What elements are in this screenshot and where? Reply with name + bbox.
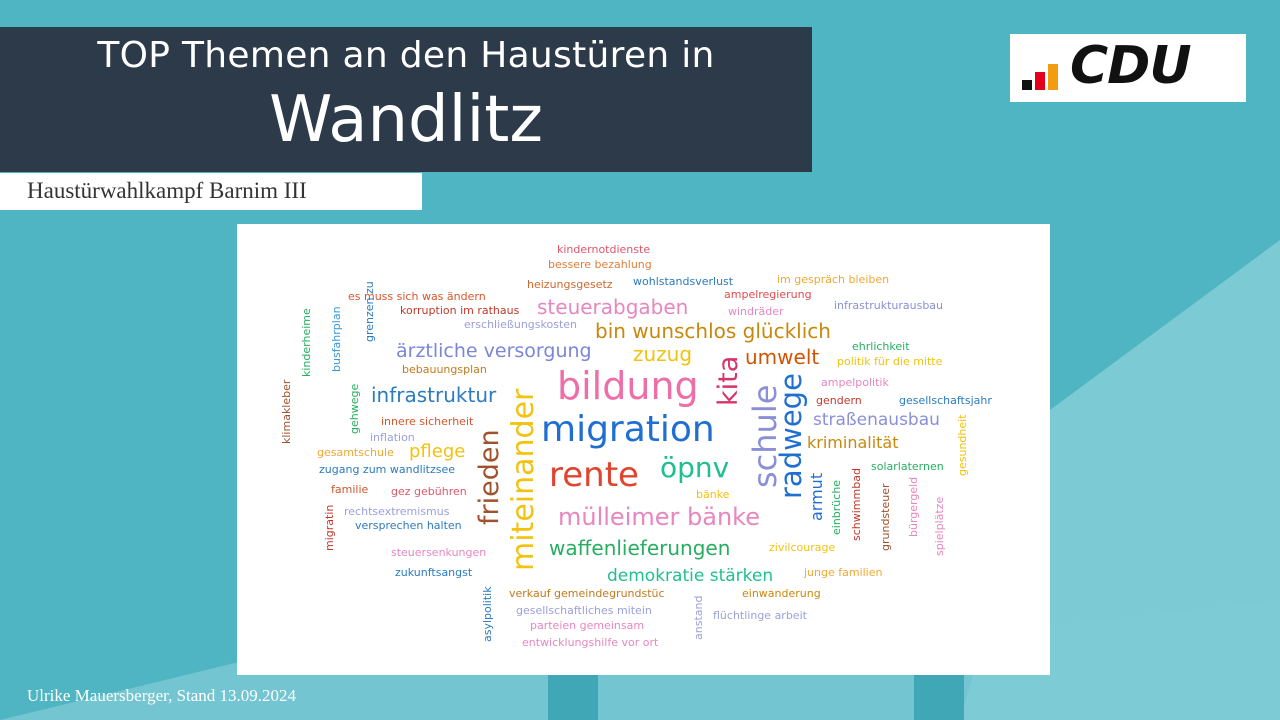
cloud-word-es-muss-sich-was-aendern: es muss sich was ändern (348, 290, 486, 303)
cloud-word-kita: kita (713, 355, 744, 406)
cloud-word-umwelt: umwelt (745, 345, 820, 369)
cloud-word-parteien-gemeinsam: parteien gemeinsam (530, 619, 645, 632)
cloud-word-wohlstandsverlust: wohlstandsverlust (633, 275, 734, 288)
cloud-word-bildung: bildung (557, 364, 699, 408)
cloud-word-steuerabgaben: steuerabgaben (537, 295, 689, 319)
logo-bar-black (1022, 80, 1032, 90)
cloud-word-gendern: gendern (816, 394, 862, 407)
cloud-word-kriminalitaet: kriminalität (807, 433, 899, 452)
cloud-word-rechtsextremismus: rechtsextremismus (344, 505, 450, 518)
cloud-word-radwege: radwege (774, 373, 808, 499)
cloud-word-spielplaetze: spielplätze (933, 496, 946, 556)
cloud-word-aerztliche-versorgung: ärztliche versorgung (396, 340, 592, 362)
cloud-word-ehrlichkeit: ehrlichkeit (852, 340, 910, 353)
cloud-word-baenke: bänke (696, 488, 730, 501)
cloud-word-pflege: pflege (409, 441, 466, 462)
cloud-word-strassenausbau: straßenausbau (813, 410, 940, 430)
cloud-word-armut: armut (807, 472, 826, 521)
cloud-word-demokratie-staerken: demokratie stärken (607, 566, 774, 586)
slide-title-location: Wandlitz (269, 83, 543, 157)
cloud-word-infrastruktur: infrastruktur (371, 383, 497, 407)
cloud-word-gesamtschule: gesamtschule (317, 446, 394, 459)
cloud-word-bin-wunschlos-gluecklich: bin wunschlos glücklich (595, 319, 831, 343)
cloud-word-entwicklungshilfe-vor-ort: entwicklungshilfe vor ort (522, 636, 659, 649)
cloud-word-solarlaternen: solarlaternen (871, 460, 944, 473)
cloud-word-migration: migration (541, 409, 715, 450)
cloud-word-gehwege: gehwege (348, 383, 361, 434)
cloud-word-klimakleber: klimakleber (280, 379, 293, 444)
cloud-word-im-gespraech-bleiben: im gespräch bleiben (777, 273, 890, 286)
logo-bar-red (1035, 72, 1045, 90)
subtitle-banner: Haustürwahlkampf Barnim III (0, 173, 422, 210)
slide-footer: Ulrike Mauersberger, Stand 13.09.2024 (27, 686, 297, 705)
cloud-word-infrastrukturausbau: infrastrukturausbau (834, 299, 944, 312)
cloud-word-zivilcourage: zivilcourage (769, 541, 836, 554)
cloud-word-oepnv: öpnv (660, 451, 730, 484)
slide-title-line1: TOP Themen an den Haustüren in (97, 35, 715, 76)
cloud-word-gesellschaftliches-mitein: gesellschaftliches mitein (516, 604, 652, 617)
cloud-word-kindernotdienste: kindernotdienste (557, 243, 651, 256)
cloud-word-miteinander: miteinander (506, 388, 541, 571)
cloud-word-ampelpolitik: ampelpolitik (821, 376, 889, 389)
cloud-word-verkauf-gemeindegrundstuec: verkauf gemeindegrundstüc (509, 587, 665, 600)
cloud-word-korruption-im-rathaus: korruption im rathaus (400, 304, 520, 317)
cdu-logo: CDU (1010, 34, 1246, 102)
cloud-word-gesundheit: gesundheit (956, 414, 969, 476)
cloud-word-zuzug: zuzug (633, 342, 693, 366)
word-cloud: kindernotdienste bessere bezahlung heizung… (237, 224, 1050, 675)
cloud-word-buergergeld: bürgergeld (907, 476, 920, 537)
cloud-word-muelleimer-baenke: mülleimer bänke (558, 503, 760, 531)
cloud-word-innere-sicherheit: innere sicherheit (381, 415, 474, 428)
cloud-word-gesellschaftsjahr: gesellschaftsjahr (899, 394, 992, 407)
cloud-word-ampelregierung: ampelregierung (724, 288, 812, 301)
cloud-word-migratin: migratin (323, 504, 336, 551)
logo-wordmark: CDU (1070, 36, 1192, 96)
cloud-word-anstand: anstand (692, 595, 705, 640)
cloud-word-schwimmbad: schwimmbad (850, 468, 863, 541)
cloud-word-politik-fuer-die-mitte: politik für die mitte (837, 355, 943, 368)
cloud-word-steuersenkungen: steuersenkungen (391, 546, 487, 559)
cloud-word-zukunftsangst: zukunftsangst (395, 566, 473, 579)
cloud-word-einbrueche: einbrüche (830, 479, 843, 535)
cloud-word-grundsteuer: grundsteuer (879, 483, 892, 551)
cloud-word-rente: rente (549, 455, 639, 495)
cloud-word-inflation: inflation (370, 431, 415, 444)
cloud-word-grenzen-zu: grenzen zu (363, 281, 376, 342)
cloud-word-windraeder: windräder (728, 305, 784, 318)
cloud-word-fluechtlinge-arbeit: flüchtlinge arbeit (713, 609, 807, 622)
cloud-word-erschliessungskosten: erschließungskosten (464, 318, 577, 331)
logo-bar-orange (1048, 64, 1058, 90)
cloud-word-frieden: frieden (474, 429, 505, 525)
title-banner: TOP Themen an den Haustüren in Wandlitz (0, 27, 812, 172)
cloud-word-bessere-bezahlung: bessere bezahlung (548, 258, 652, 271)
cloud-word-asylpolitik: asylpolitik (481, 586, 494, 642)
slide-subtitle: Haustürwahlkampf Barnim III (27, 178, 307, 203)
cloud-word-waffenlieferungen: waffenlieferungen (549, 536, 731, 560)
cloud-word-bebauungsplan: bebauungsplan (402, 363, 487, 376)
cloud-word-familie: familie (331, 483, 369, 496)
cloud-word-zugang-zum-wandlitzsee: zugang zum wandlitzsee (319, 463, 456, 476)
cloud-word-heizungsgesetz: heizungsgesetz (527, 278, 613, 291)
cloud-word-busfahrplan: busfahrplan (330, 306, 343, 372)
cloud-word-versprechen-halten: versprechen halten (355, 519, 462, 532)
cloud-word-gez-gebuehren: gez gebühren (391, 485, 467, 498)
cloud-word-junge-familien: junge familien (804, 566, 883, 579)
cloud-word-kinderheime: kinderheime (300, 308, 313, 377)
cloud-word-einwanderung: einwanderung (742, 587, 821, 600)
